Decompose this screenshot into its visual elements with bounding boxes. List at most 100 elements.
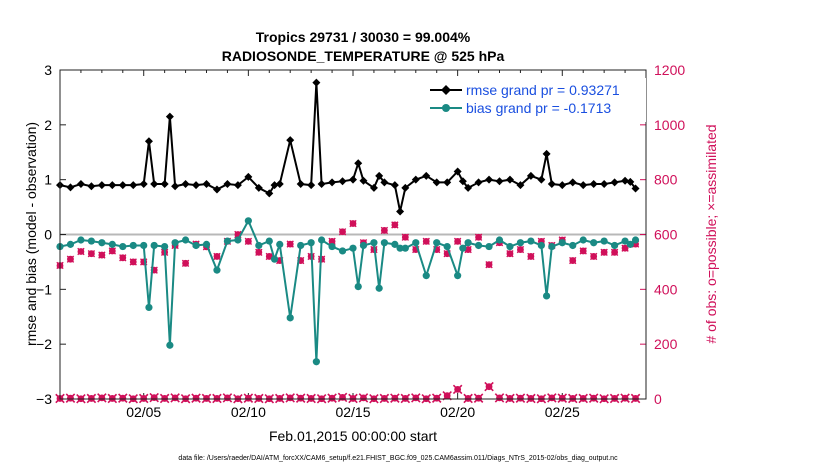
x-tick-label: 02/05 [126, 404, 161, 420]
rmse-point [118, 181, 127, 190]
obs-point-cross [108, 247, 117, 255]
rmse-point [537, 175, 546, 184]
y-left-tick-label: 2 [44, 117, 52, 133]
rmse-point [380, 178, 389, 187]
rmse-point [369, 183, 378, 192]
bias-point [108, 240, 116, 248]
rmse-point [375, 171, 384, 180]
obs-assimilated-marker [379, 393, 390, 404]
series-bias [56, 217, 640, 366]
obs-point-cross [87, 249, 96, 258]
bias-point [370, 239, 378, 247]
y-right-tick-label: 600 [654, 227, 678, 243]
obs-assimilated-marker [400, 393, 411, 404]
bias-point [474, 241, 483, 250]
bias-point [66, 240, 75, 248]
obs-point-cross [255, 248, 263, 257]
obs-point-cross [600, 248, 608, 257]
y-right-tick-label: 400 [654, 281, 678, 297]
obs-assimilated-marker [431, 393, 442, 403]
x-tick-label: 02/10 [231, 404, 266, 420]
obs-assimilated-marker [337, 392, 348, 403]
rmse-point [202, 180, 211, 189]
rmse-point [233, 181, 242, 190]
obs-point-cross [610, 248, 619, 257]
y-left-tick-label: 0 [44, 227, 52, 243]
obs-assimilated-marker [526, 393, 536, 404]
y-left-tick-label: −1 [36, 281, 52, 297]
bias-point [119, 242, 127, 251]
bias-point [558, 239, 566, 247]
bias-point [600, 237, 608, 245]
rmse-point [359, 176, 368, 185]
bias-point [359, 241, 368, 250]
rmse-point [328, 178, 337, 187]
bias-point [454, 272, 462, 280]
obs-point-cross [401, 233, 410, 241]
rmse-point [244, 172, 253, 181]
bias-point [569, 241, 577, 250]
obs-point-cross [244, 237, 253, 246]
rmse-point [254, 183, 263, 192]
y-right-tick-label: 1000 [654, 117, 685, 133]
rmse-point [354, 159, 363, 168]
bias-point [213, 266, 221, 274]
obs-point-cross [527, 252, 535, 261]
obs-assimilated-marker [630, 393, 641, 404]
obs-assimilated-marker [484, 381, 494, 392]
rmse-point [390, 181, 399, 190]
bias-point [255, 241, 263, 250]
bias-point [590, 239, 598, 247]
footer-data-file: data file: /Users/raeder/DAI/ATM_forcXX/… [178, 455, 618, 462]
obs-assimilated-marker [97, 393, 107, 403]
x-tick-label: 02/20 [440, 404, 475, 420]
obs-assimilated-marker [295, 393, 306, 403]
bias-point [527, 237, 535, 245]
rmse-point [349, 175, 357, 184]
obs-point-cross [464, 245, 472, 254]
y-left-tick-label: −3 [36, 391, 52, 407]
rmse-point [579, 181, 588, 190]
obs-assimilated-marker [191, 393, 201, 403]
obs-assimilated-marker [567, 393, 578, 404]
y-left-tick-label: 1 [44, 172, 52, 188]
y-right-tick-label: 1200 [654, 62, 685, 78]
obs-point-cross [516, 245, 525, 254]
rmse-point [338, 177, 347, 186]
rmse-point [144, 137, 153, 146]
rmse-point [212, 185, 221, 194]
obs-point-cross [66, 255, 75, 263]
obs-assimilated-marker [494, 393, 505, 403]
obs-point-cross [380, 226, 389, 235]
rmse-point [526, 171, 535, 180]
bias-point [192, 241, 200, 250]
plot-frame [59, 69, 647, 400]
obs-point-cross [349, 219, 357, 228]
rmse-point [66, 183, 75, 192]
obs-assimilated-marker [473, 393, 484, 403]
rmse-point [453, 167, 462, 176]
rmse-point [600, 180, 609, 189]
bias-point [516, 239, 525, 247]
obs-point-cross [453, 237, 462, 246]
obs-assimilated-marker [222, 393, 233, 403]
bias-point [433, 239, 441, 247]
obs-assimilated-marker [285, 393, 295, 403]
bias-point [129, 241, 137, 250]
y-right-tick-labels: 0 200 400 600 800 1000 1200 [654, 62, 685, 407]
obs-point-cross [77, 247, 85, 256]
x-axis-label: Feb.01,2015 00:00:00 start [269, 428, 437, 444]
rmse-point [265, 189, 274, 198]
bias-point [140, 241, 148, 250]
rmse-point [464, 183, 473, 192]
obs-assimilated-marker [505, 393, 515, 404]
bias-point [464, 239, 472, 247]
obs-point-cross [265, 252, 273, 261]
chart-title-line1: Tropics 29731 / 30030 = 99.004% [256, 29, 471, 45]
bias-point [87, 237, 95, 245]
rmse-point [317, 180, 326, 189]
bias-point [391, 240, 399, 248]
obs-assimilated-marker [159, 393, 170, 404]
rmse-point [610, 178, 619, 187]
x-tick-label: 02/25 [545, 404, 580, 420]
